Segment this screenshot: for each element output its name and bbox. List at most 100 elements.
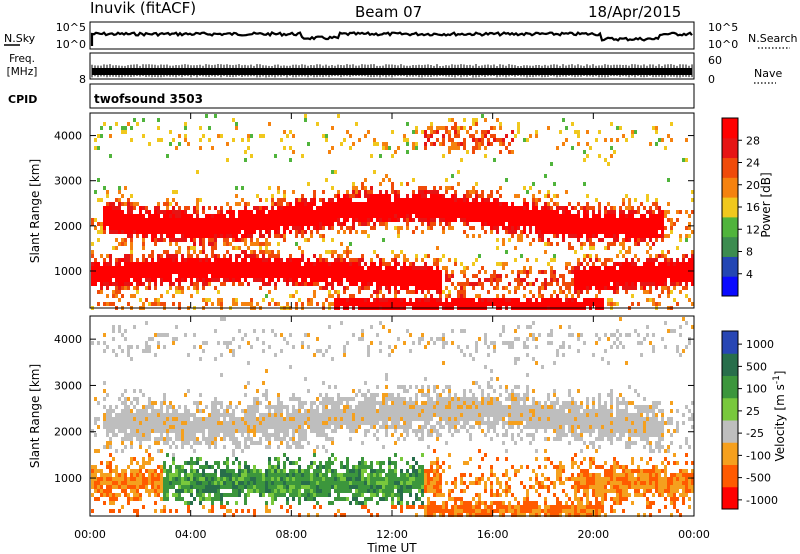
- power-cells-cell: [610, 270, 613, 274]
- power-cells-cell: [634, 210, 637, 214]
- vel-cells-cell: [133, 397, 136, 401]
- vel-cells-cell: [145, 425, 148, 429]
- vel-cells-cell: [112, 497, 115, 501]
- power-cells-cell: [445, 222, 448, 226]
- power-cells-cell: [580, 246, 583, 250]
- vel-cells-cell: [193, 473, 196, 477]
- power-cells-cell: [373, 138, 376, 142]
- vel-cells-cell: [172, 413, 175, 417]
- power-cells-cell: [94, 278, 97, 282]
- vel-cells-cell: [136, 481, 139, 485]
- power-cells-cell: [415, 126, 418, 130]
- power-cells-cell: [166, 250, 169, 254]
- vel-cells-cell: [133, 417, 136, 421]
- power-cells-cell: [142, 302, 145, 306]
- power-cells-cell: [433, 190, 436, 194]
- power-cells-cell: [241, 302, 244, 306]
- vel-cells-cell: [148, 345, 151, 349]
- power-cells-cell: [430, 202, 433, 206]
- power-cells-cell: [214, 114, 217, 118]
- power-cells-cell: [439, 290, 442, 294]
- vel-cells-cell: [223, 513, 226, 517]
- vel-cells-cell: [178, 413, 181, 417]
- power-cells-cell: [241, 282, 244, 286]
- power-cells-cell: [604, 230, 607, 234]
- power-cells-cell: [394, 274, 397, 278]
- vel-cells-cell: [187, 477, 190, 481]
- power-cells-cell: [643, 238, 646, 242]
- power-cells-cell: [229, 230, 232, 234]
- power-cells-cell: [331, 254, 334, 258]
- power-cells-cell: [115, 206, 118, 210]
- vel-cells-cell: [109, 413, 112, 417]
- power-cells-cell: [433, 214, 436, 218]
- power-cells-cell: [415, 302, 418, 306]
- power-cells-cell: [340, 270, 343, 274]
- power-cells-cell: [691, 274, 694, 278]
- power-cells-cell: [412, 230, 415, 234]
- power-cells-cell: [286, 210, 289, 214]
- vel-cells-cell: [229, 429, 232, 433]
- power-cells-cell: [250, 214, 253, 218]
- power-cells-cell: [445, 206, 448, 210]
- power-cells-cell: [577, 218, 580, 222]
- power-cells-cell: [127, 258, 130, 262]
- power-cells-cell: [376, 194, 379, 198]
- power-cells-cell: [508, 226, 511, 230]
- vel-cells-cell: [130, 433, 133, 437]
- power-cells-cell: [454, 146, 457, 150]
- vel-cells-cell: [142, 425, 145, 429]
- power-cells-cell: [529, 242, 532, 246]
- power-cells-cell: [142, 254, 145, 258]
- power-cells-cell: [136, 262, 139, 266]
- power-cells-cell: [214, 238, 217, 242]
- power-cells-cell: [316, 274, 319, 278]
- power-cells-cell: [589, 206, 592, 210]
- vel-cells-cell: [148, 453, 151, 457]
- power-cells-cell: [109, 218, 112, 222]
- power-cells-cell: [421, 270, 424, 274]
- power-cells-cell: [382, 238, 385, 242]
- power-cells-cell: [556, 202, 559, 206]
- power-cells-cell: [178, 206, 181, 210]
- power-cells-cell: [373, 278, 376, 282]
- vel-cells-cell: [205, 497, 208, 501]
- power-cells-cell: [154, 298, 157, 302]
- power-cells-cell: [454, 130, 457, 134]
- power-cells-cell: [247, 266, 250, 270]
- vel-cells-cell: [193, 417, 196, 421]
- power-cells-cell: [466, 214, 469, 218]
- vel-cells-cell: [166, 405, 169, 409]
- vel-cells-cell: [148, 461, 151, 465]
- vel-cells-cell: [142, 405, 145, 409]
- power-cells-cell: [265, 222, 268, 226]
- power-cells-cell: [97, 302, 100, 306]
- power-cells-cell: [307, 206, 310, 210]
- power-cells-cell: [292, 214, 295, 218]
- power-cells-cell: [259, 198, 262, 202]
- power-cells-cell: [421, 302, 424, 306]
- vel-cells-cell: [265, 429, 268, 433]
- vel-cells-cell: [250, 345, 253, 349]
- power-cells-cell: [490, 218, 493, 222]
- power-cells-cell: [271, 278, 274, 282]
- vel-cells-cell: [256, 429, 259, 433]
- vel-cells-cell: [259, 429, 262, 433]
- power-cells-cell: [208, 270, 211, 274]
- power-cells-cell: [625, 234, 628, 238]
- power-cells-cell: [322, 198, 325, 202]
- power-cells-cell: [649, 214, 652, 218]
- power-cells-cell: [289, 270, 292, 274]
- power-cells-cell: [130, 194, 133, 198]
- power-cells-cell: [583, 214, 586, 218]
- power-colorbar-tick: 4: [746, 268, 753, 281]
- power-cells-cell: [640, 270, 643, 274]
- power-cells-cell: [436, 246, 439, 250]
- power-cells-cell: [676, 274, 679, 278]
- vel-cells-cell: [271, 481, 274, 485]
- power-cells-cell: [289, 294, 292, 298]
- power-cells-cell: [310, 266, 313, 270]
- power-cells-cell: [160, 278, 163, 282]
- vel-cells-cell: [184, 433, 187, 437]
- power-cells-cell: [211, 266, 214, 270]
